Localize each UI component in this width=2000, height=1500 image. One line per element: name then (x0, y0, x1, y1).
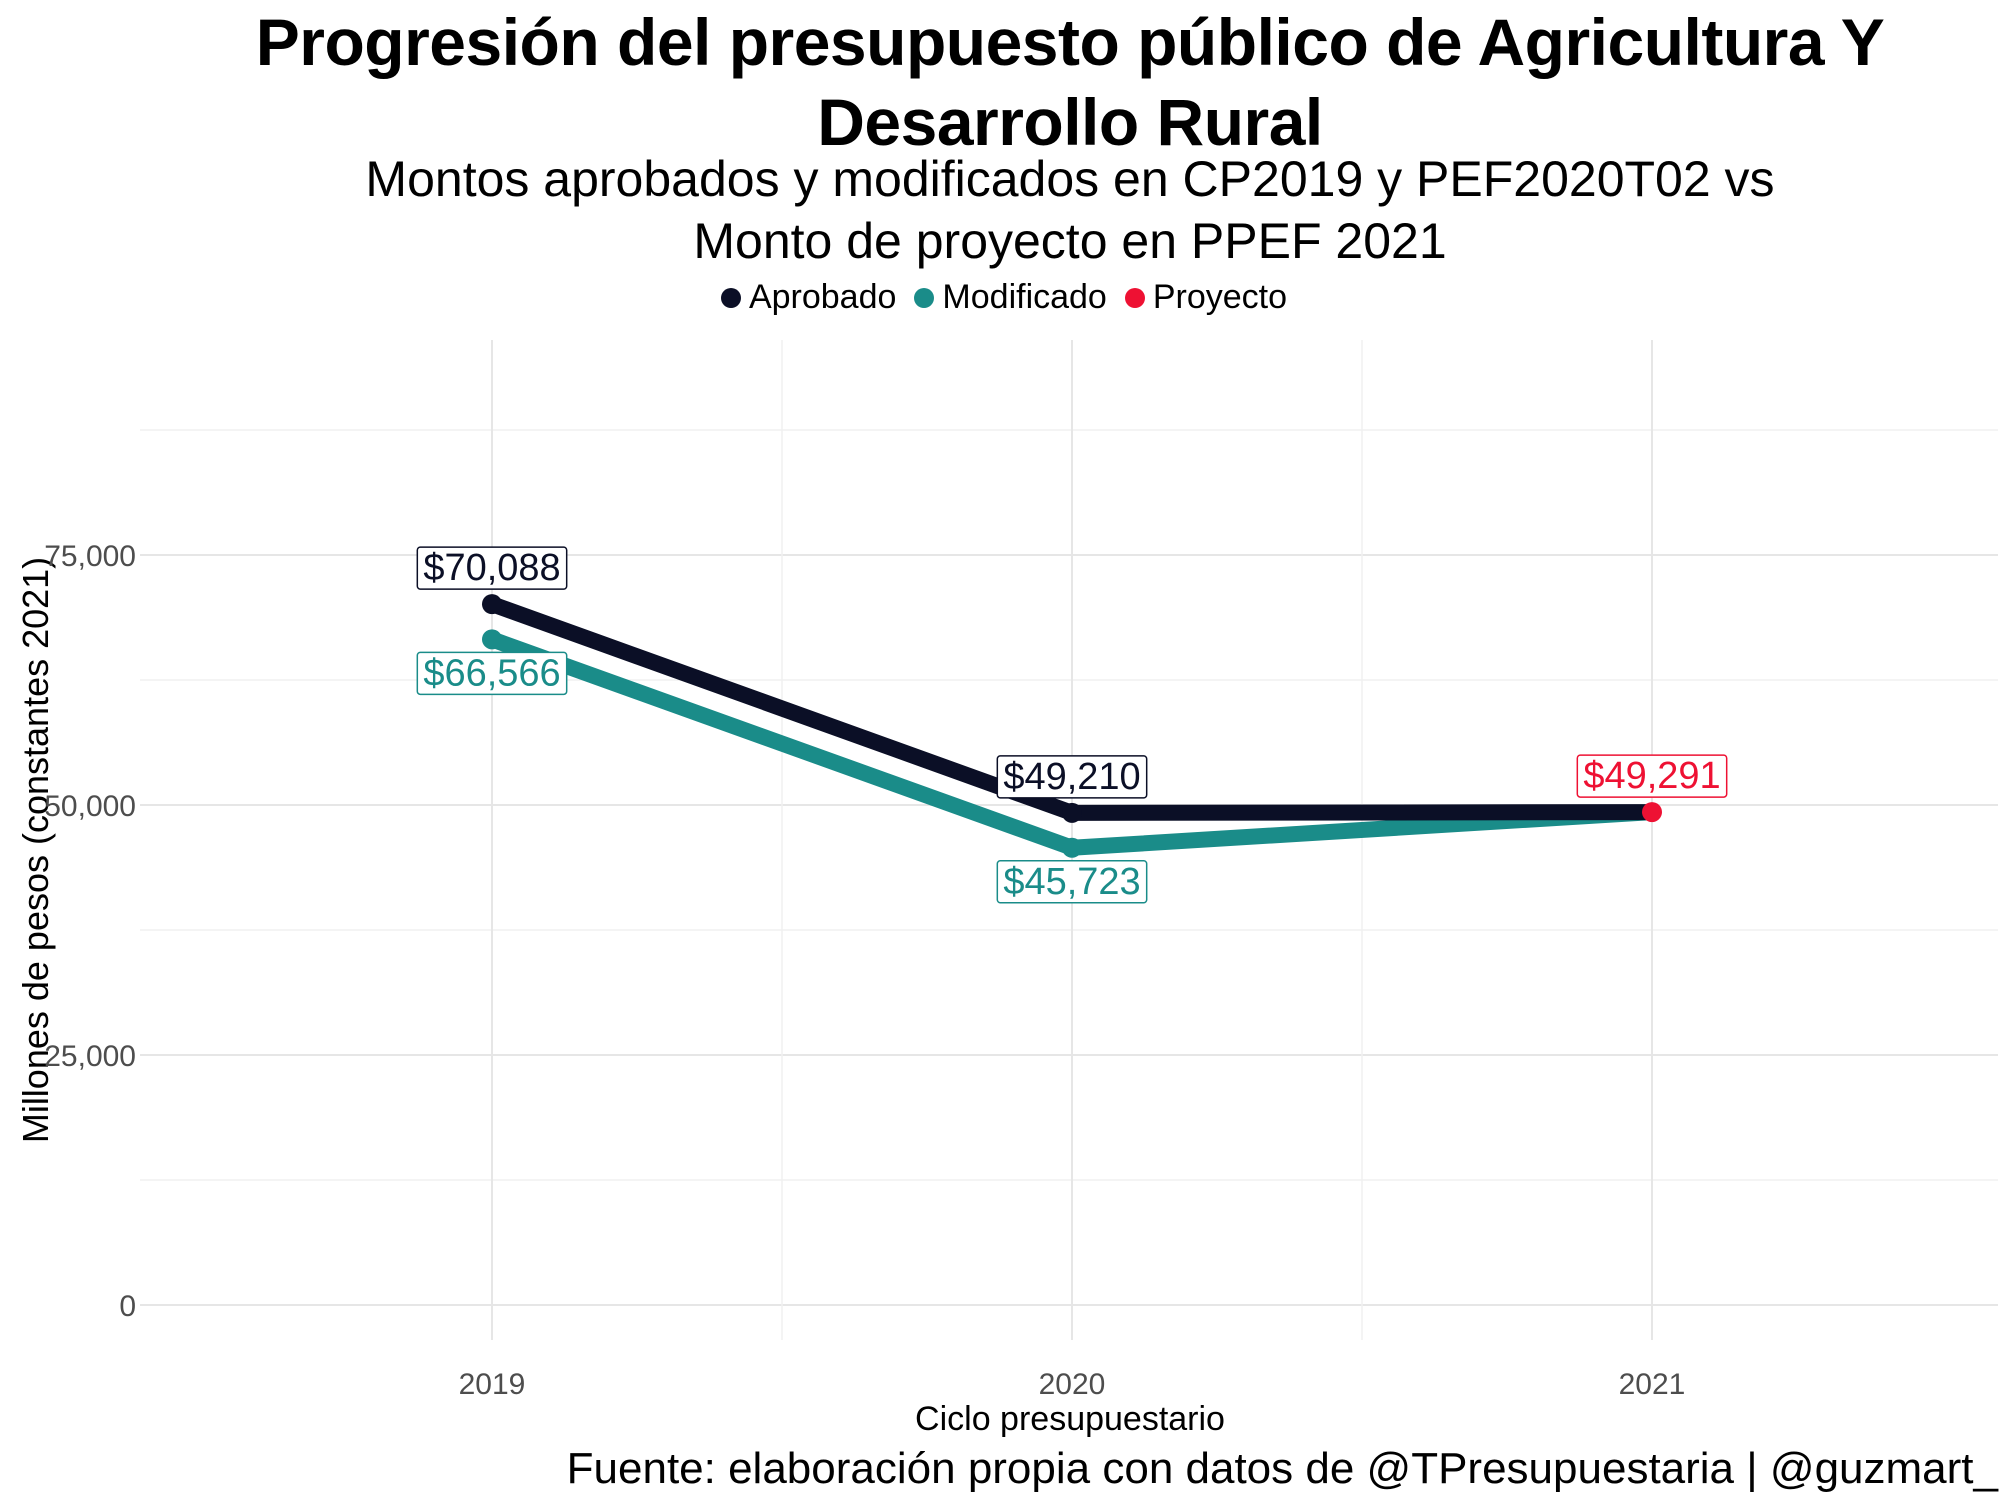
chart-legend: Aprobado Modificado Proyecto (0, 278, 2000, 317)
data-label-aprobado: $70,088 (423, 547, 560, 589)
data-label-modificado: $66,566 (423, 652, 560, 694)
data-label-modificado-box (996, 860, 1148, 904)
chart-subtitle: Montos aprobados y modificados en CP2019… (180, 148, 1960, 272)
data-point-modificado (482, 629, 502, 650)
data-label-aprobado-box (416, 546, 568, 590)
data-point-proyecto (1642, 802, 1662, 823)
legend-label-proyecto: Proyecto (1152, 278, 1288, 316)
legend-item-modificado: Modificado (914, 278, 1107, 317)
x-axis-label: Ciclo presupuestario (915, 1400, 1225, 1438)
data-point-aprobado (1062, 802, 1082, 823)
legend-item-proyecto: Proyecto (1124, 278, 1288, 317)
data-label-proyecto: $49,291 (1583, 755, 1720, 797)
y-tick-label: 25,000 (44, 1040, 136, 1073)
legend-marker-aprobado (720, 287, 741, 308)
source-caption: Fuente: elaboración propia con datos de … (566, 1444, 1998, 1493)
legend-marker-modificado (914, 287, 935, 308)
data-label-aprobado-box (996, 755, 1148, 799)
y-tick-label: 75,000 (44, 540, 136, 573)
data-label-aprobado: $49,210 (1003, 756, 1140, 798)
subtitle-line-2: Monto de proyecto en PPEF 2021 (693, 213, 1447, 269)
y-tick-label: 0 (119, 1290, 136, 1323)
x-tick-label: 2019 (459, 1368, 526, 1401)
data-label-modificado: $45,723 (1003, 861, 1140, 903)
subtitle-line-1: Montos aprobados y modificados en CP2019… (365, 151, 1775, 207)
chart-title: Progresión del presupuesto público de Ag… (255, 5, 1885, 159)
x-tick-label: 2020 (1039, 1368, 1106, 1401)
data-label-modificado-box (416, 651, 568, 696)
x-tick-label: 2021 (1619, 1368, 1686, 1401)
legend-label-modificado: Modificado (942, 278, 1107, 316)
legend-marker-proyecto (1124, 287, 1145, 308)
y-tick-label: 50,000 (44, 790, 136, 823)
data-point-aprobado (482, 594, 502, 615)
legend-item-aprobado: Aprobado (720, 278, 897, 317)
data-point-modificado (1062, 837, 1082, 858)
legend-label-aprobado: Aprobado (748, 278, 897, 316)
data-label-proyecto-box (1576, 754, 1728, 798)
